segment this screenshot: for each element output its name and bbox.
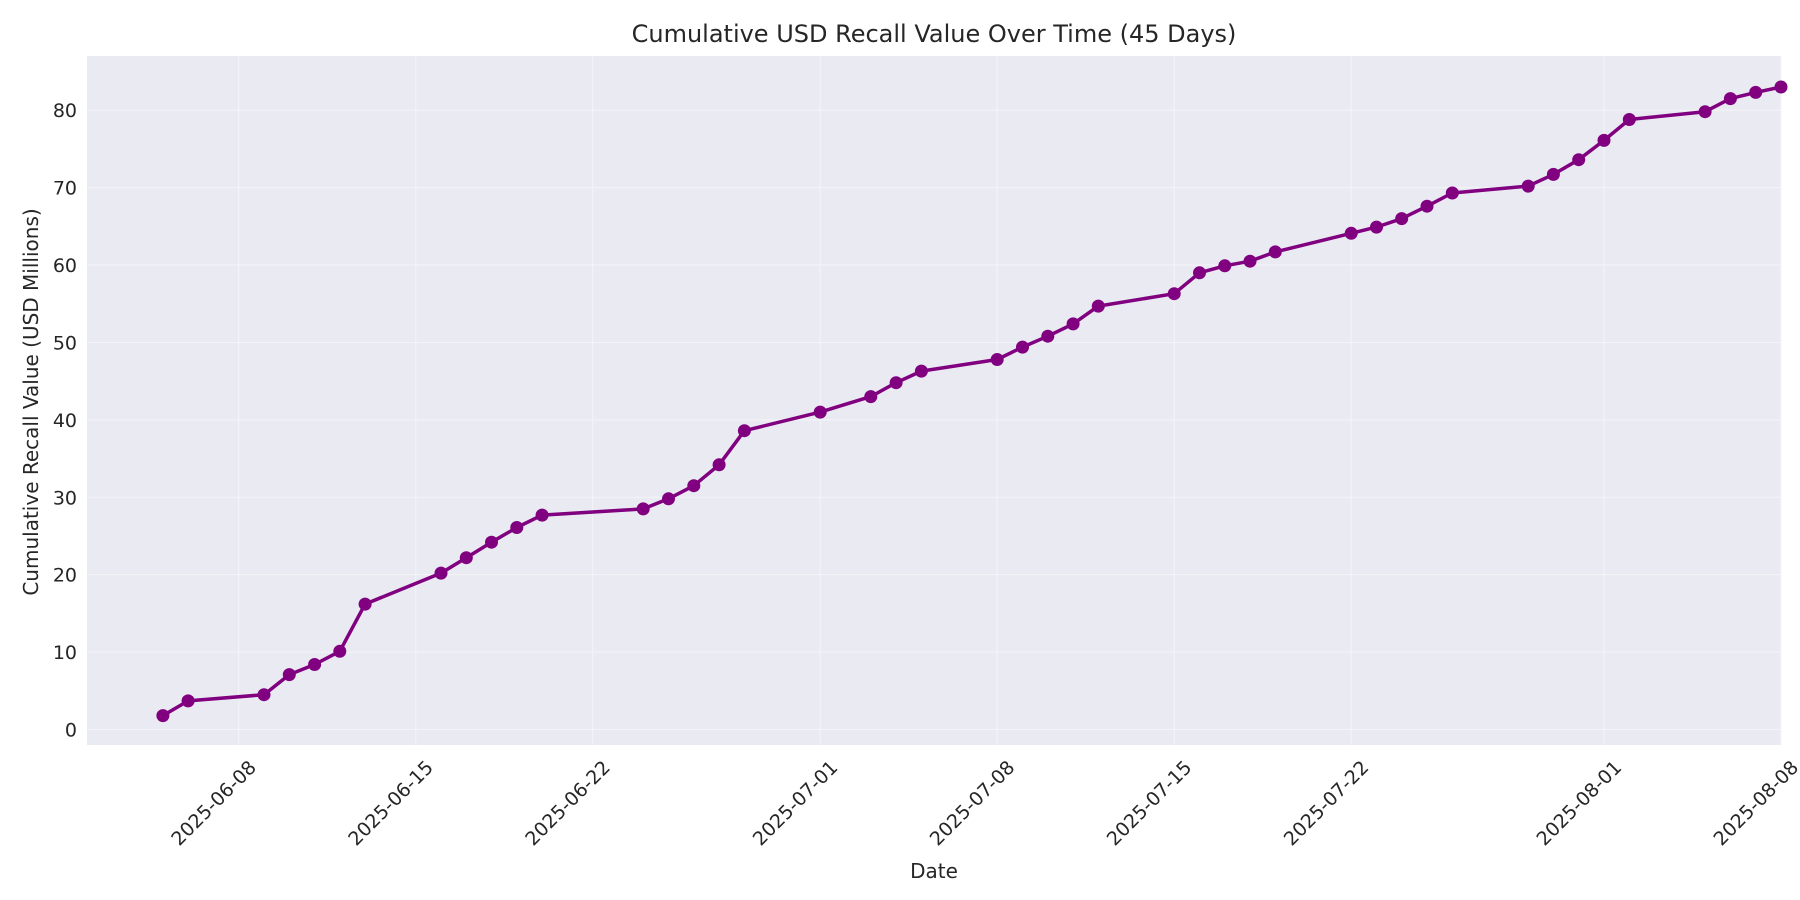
- chart-title: Cumulative USD Recall Value Over Time (4…: [632, 20, 1237, 48]
- x-tick-label: 2025-07-15: [1103, 757, 1197, 851]
- y-tick-label: 20: [53, 565, 77, 587]
- data-point: [1091, 299, 1105, 313]
- y-tick-label: 40: [53, 410, 77, 432]
- data-point: [1445, 186, 1459, 200]
- data-point: [1546, 167, 1560, 181]
- data-point: [434, 566, 448, 580]
- data-point: [1167, 287, 1181, 301]
- x-tick-label: 2025-06-15: [344, 757, 438, 851]
- data-point: [1218, 259, 1232, 273]
- x-axis-label: Date: [910, 859, 958, 883]
- data-point: [889, 376, 903, 390]
- data-point: [1749, 85, 1763, 99]
- y-axis-ticks: 0 10 20 30 40 50 60 70 80: [53, 100, 77, 741]
- y-tick-label: 10: [53, 642, 77, 664]
- data-point: [1597, 133, 1611, 147]
- data-point: [1066, 317, 1080, 331]
- data-point: [510, 521, 524, 534]
- data-point: [1698, 105, 1712, 119]
- plot-area: [87, 56, 1781, 745]
- data-point: [1774, 80, 1788, 94]
- data-point: [1622, 113, 1636, 126]
- data-point: [181, 694, 195, 708]
- x-tick-label: 2025-07-01: [749, 757, 843, 851]
- data-point: [333, 644, 347, 658]
- data-point: [1395, 212, 1409, 226]
- data-point: [156, 709, 170, 723]
- data-point: [687, 479, 701, 493]
- data-point: [1521, 179, 1535, 193]
- data-point: [864, 390, 878, 404]
- data-point: [1723, 92, 1737, 106]
- y-tick-label: 70: [53, 178, 77, 200]
- x-tick-label: 2025-08-08: [1710, 757, 1800, 851]
- x-tick-label: 2025-08-01: [1533, 757, 1627, 851]
- data-point: [358, 597, 372, 611]
- data-point: [257, 688, 271, 702]
- data-point: [813, 405, 827, 419]
- y-tick-label: 50: [53, 332, 77, 354]
- data-point: [535, 508, 549, 522]
- data-point: [1572, 153, 1586, 167]
- grid: [87, 56, 1782, 745]
- data-point: [914, 364, 928, 378]
- data-point: [1016, 340, 1029, 354]
- x-axis-ticks: 2025-06-08 2025-06-15 2025-06-22 2025-07-01…: [167, 757, 1800, 851]
- data-point: [485, 535, 498, 549]
- x-tick-label: 2025-06-22: [521, 757, 615, 851]
- data-point: [737, 424, 751, 438]
- data-point: [1041, 329, 1055, 343]
- x-tick-label: 2025-06-08: [167, 757, 261, 851]
- data-point: [459, 551, 473, 565]
- data-point: [1268, 245, 1282, 259]
- data-point: [1243, 254, 1257, 268]
- data-point: [712, 458, 726, 472]
- y-tick-label: 60: [53, 255, 77, 277]
- y-tick-label: 80: [53, 100, 77, 122]
- data-point: [308, 658, 322, 671]
- data-points: [156, 80, 1788, 723]
- x-tick-label: 2025-07-22: [1280, 757, 1374, 851]
- x-tick-label: 2025-07-08: [926, 757, 1020, 851]
- y-axis-label: Cumulative Recall Value (USD Millions): [19, 208, 43, 595]
- data-point: [636, 502, 650, 516]
- data-point: [1420, 199, 1434, 213]
- data-point: [1193, 266, 1206, 280]
- data-point: [990, 353, 1004, 366]
- y-tick-label: 30: [53, 487, 77, 509]
- data-point: [282, 668, 296, 682]
- y-tick-label: 0: [65, 720, 77, 742]
- data-point: [662, 492, 675, 506]
- data-point: [1344, 226, 1358, 240]
- data-point: [1370, 220, 1383, 234]
